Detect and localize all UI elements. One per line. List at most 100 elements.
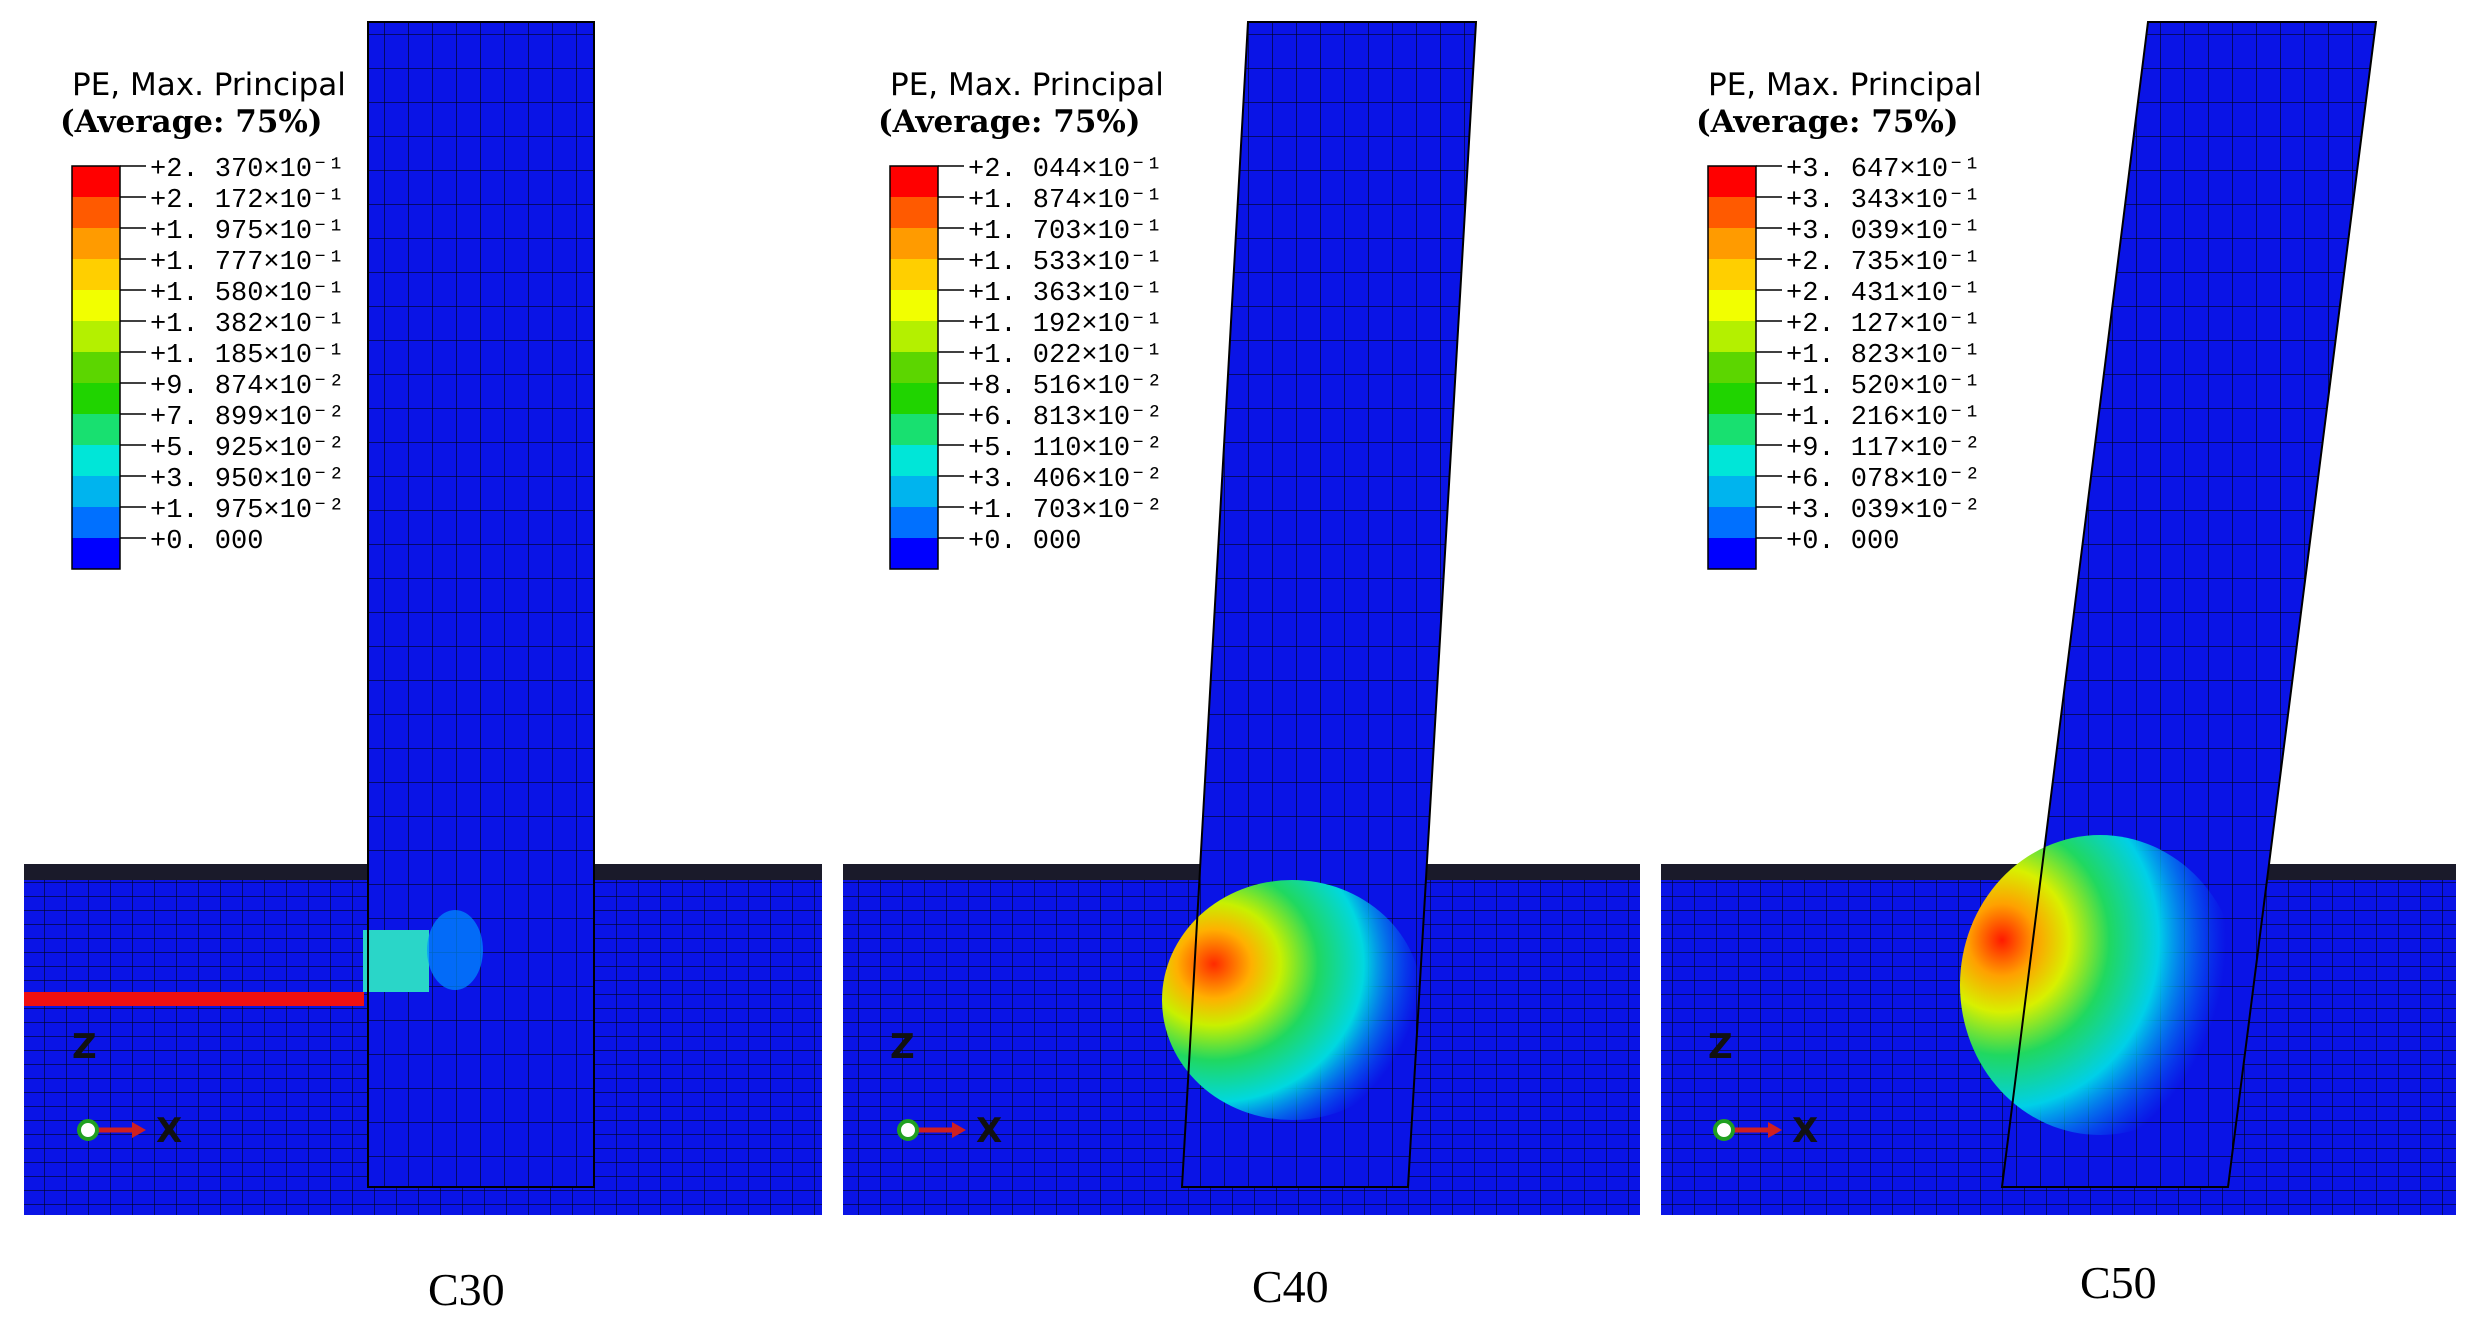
legend-values: +2. 370×10⁻¹+2. 172×10⁻¹+1. 975×10⁻¹+1. … — [120, 155, 344, 557]
legend-value: +2. 044×10⁻¹ — [968, 155, 1162, 185]
column-mesh — [1960, 21, 2378, 1188]
legend-value: +3. 647×10⁻¹ — [1786, 155, 1980, 185]
axis-x-label: X — [156, 1111, 182, 1151]
axis-x-label: X — [1792, 1111, 1818, 1151]
legend-swatch — [890, 290, 938, 321]
legend-value: +1. 777×10⁻¹ — [150, 248, 344, 278]
legend-swatch — [890, 352, 938, 383]
axis-z-label: Z — [890, 1027, 915, 1067]
legend-swatch — [890, 259, 938, 290]
legend-swatch — [890, 507, 938, 538]
legend-swatch — [1708, 321, 1756, 352]
legend-swatch — [1708, 445, 1756, 476]
axis-z-label: Z — [1708, 1027, 1733, 1067]
legend-swatch — [1708, 507, 1756, 538]
legend-swatch — [72, 228, 120, 259]
legend-value: +6. 078×10⁻² — [1786, 465, 1980, 495]
legend-value: +1. 363×10⁻¹ — [968, 279, 1162, 309]
legend-value: +7. 899×10⁻² — [150, 403, 344, 433]
legend-swatch — [72, 476, 120, 507]
legend-value: +1. 975×10⁻¹ — [150, 217, 344, 247]
legend-value: +3. 039×10⁻² — [1786, 496, 1980, 526]
legend: PE, Max. Principal (Average: 75%) +2. 37… — [60, 67, 346, 570]
legend-value: +1. 520×10⁻¹ — [1786, 372, 1980, 402]
legend-swatch — [1708, 352, 1756, 383]
legend-values: +2. 044×10⁻¹+1. 874×10⁻¹+1. 703×10⁻¹+1. … — [938, 155, 1162, 557]
legend-value: +0. 000 — [1786, 527, 1899, 557]
legend-title: PE, Max. Principal — [890, 67, 1164, 103]
legend: PE, Max. Principal (Average: 75%) +2. 04… — [878, 67, 1164, 570]
legend-value: +3. 343×10⁻¹ — [1786, 186, 1980, 216]
legend-value: +1. 022×10⁻¹ — [968, 341, 1162, 371]
legend-swatch — [1708, 166, 1756, 197]
legend-swatches — [889, 165, 939, 570]
legend-average: (Average: 75%) — [1696, 104, 1959, 140]
panel-caption: C50 — [2080, 1257, 2157, 1308]
legend-average: (Average: 75%) — [878, 104, 1141, 140]
legend-border — [71, 165, 121, 570]
panel-c50: PE, Max. Principal (Average: 75%) +3. 64… — [1661, 21, 2456, 1308]
legend-swatch — [72, 290, 120, 321]
legend-swatch — [72, 507, 120, 538]
legend-value: +1. 216×10⁻¹ — [1786, 403, 1980, 433]
legend-swatch — [890, 414, 938, 445]
legend-swatch — [890, 228, 938, 259]
legend-value: +1. 533×10⁻¹ — [968, 248, 1162, 278]
legend-swatch — [72, 166, 120, 197]
legend-value: +5. 110×10⁻² — [968, 434, 1162, 464]
strain-hotspot — [363, 930, 429, 992]
legend-value: +0. 000 — [150, 527, 263, 557]
legend-value: +1. 703×10⁻² — [968, 496, 1162, 526]
legend-value: +3. 039×10⁻¹ — [1786, 217, 1980, 247]
axis-triad: Z X — [890, 1027, 1002, 1151]
legend-swatches — [71, 165, 121, 570]
legend-swatch — [72, 414, 120, 445]
strain-hotspot — [1162, 880, 1422, 1120]
legend-title: PE, Max. Principal — [1708, 67, 1982, 103]
legend-swatch — [72, 321, 120, 352]
panel-caption: C40 — [1252, 1261, 1329, 1312]
rebar-strain-band — [24, 992, 364, 1006]
legend-value: +1. 580×10⁻¹ — [150, 279, 344, 309]
legend-value: +2. 370×10⁻¹ — [150, 155, 344, 185]
legend-value: +8. 516×10⁻² — [968, 372, 1162, 402]
legend-values: +3. 647×10⁻¹+3. 343×10⁻¹+3. 039×10⁻¹ +2. … — [1756, 155, 1980, 557]
axis-triad: Z X — [1708, 1027, 1818, 1151]
legend-swatch — [72, 259, 120, 290]
legend-border — [1707, 165, 1757, 570]
legend-swatch — [890, 476, 938, 507]
legend-swatch — [890, 197, 938, 228]
legend-value: +1. 703×10⁻¹ — [968, 217, 1162, 247]
legend-swatches — [1707, 165, 1757, 570]
legend-swatch — [1708, 476, 1756, 507]
axis-triad: Z X — [72, 1027, 182, 1151]
column-mesh — [363, 21, 595, 1188]
legend: PE, Max. Principal (Average: 75%) +3. 64… — [1696, 67, 1982, 570]
legend-value: +3. 950×10⁻² — [150, 465, 344, 495]
legend-value: +1. 185×10⁻¹ — [150, 341, 344, 371]
legend-swatch — [1708, 228, 1756, 259]
legend-value: +1. 823×10⁻¹ — [1786, 341, 1980, 371]
column-mesh — [1162, 21, 1478, 1188]
legend-value: +5. 925×10⁻² — [150, 434, 344, 464]
legend-swatch — [72, 445, 120, 476]
legend-border — [889, 165, 939, 570]
legend-swatch — [1708, 290, 1756, 321]
legend-swatch — [1708, 414, 1756, 445]
legend-value: +1. 874×10⁻¹ — [968, 186, 1162, 216]
legend-swatch — [1708, 259, 1756, 290]
legend-value: +9. 117×10⁻² — [1786, 434, 1980, 464]
legend-swatch — [1708, 197, 1756, 228]
legend-value: +2. 127×10⁻¹ — [1786, 310, 1980, 340]
panel-c40: PE, Max. Principal (Average: 75%) +2. 04… — [843, 21, 1640, 1312]
panel-caption: C30 — [428, 1264, 505, 1315]
panel-c30: PE, Max. Principal (Average: 75%) +2. 37… — [24, 21, 822, 1315]
legend-swatch — [890, 538, 938, 569]
axis-x-label: X — [976, 1111, 1002, 1151]
legend-swatch — [72, 538, 120, 569]
legend-value: +2. 172×10⁻¹ — [150, 186, 344, 216]
legend-title: PE, Max. Principal — [72, 67, 346, 103]
legend-value: +3. 406×10⁻² — [968, 465, 1162, 495]
legend-swatch — [890, 166, 938, 197]
